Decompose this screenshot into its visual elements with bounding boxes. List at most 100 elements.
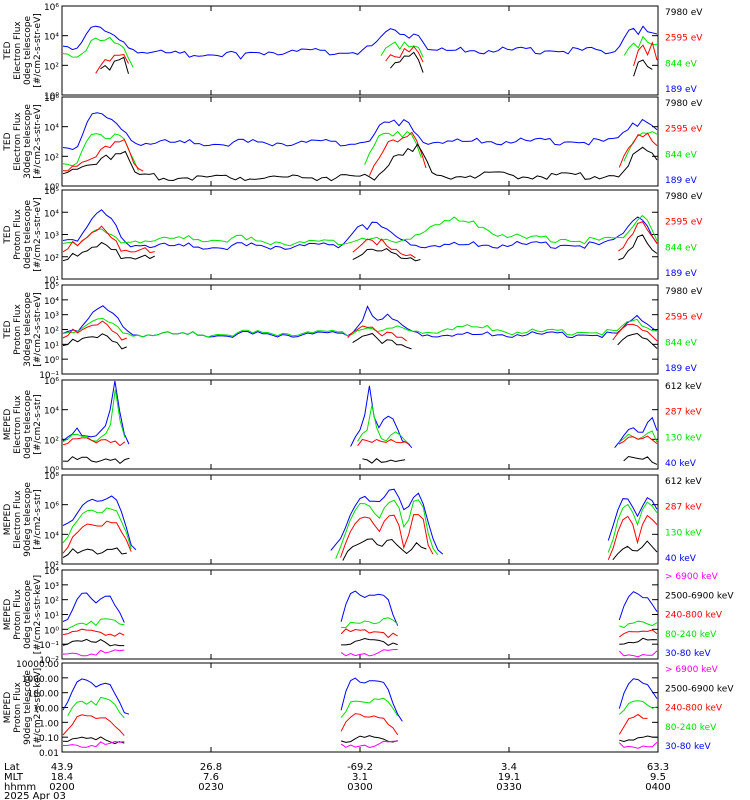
y-axis-label: TED Proton Flux 0deg telescope [#/cm2-s-str… xyxy=(3,197,43,272)
y-axis-label-line: [#/cm2-s-str-eV] xyxy=(33,104,43,179)
y-axis-label-line: Proton Flux xyxy=(13,209,23,260)
legend-entry: 240-800 keV xyxy=(665,611,723,621)
x-tick-label-hhmm: 0300 xyxy=(347,782,372,793)
legend-entry: 2595 eV xyxy=(665,125,703,135)
y-tick-label: 1000.00 xyxy=(22,675,59,685)
y-axis-label-line: 0deg telescope xyxy=(23,200,33,270)
legend-entry: 612 keV xyxy=(665,382,702,392)
y-axis-label-line: MEPED xyxy=(3,409,13,441)
legend-entry: > 6900 keV xyxy=(665,665,719,675)
y-tick-label: 1.00 xyxy=(39,719,59,729)
y-tick-label: 10² xyxy=(44,436,59,446)
y-tick-label: 10⁶ xyxy=(44,502,59,512)
y-axis-label-line: [#/cm2-s-str] xyxy=(33,489,43,549)
legend-entry: 2595 eV xyxy=(665,218,703,228)
series-612-kev xyxy=(62,538,658,561)
panel-8: 0.010.101.0010.00100.001000.0010000.00ME… xyxy=(3,660,734,759)
legend-entry: 189 eV xyxy=(665,176,698,186)
series-40-kev xyxy=(62,380,658,449)
y-axis-label-line: [#/cm2-s-str-eV] xyxy=(33,197,43,272)
panel-frame xyxy=(61,569,659,660)
series-287-kev xyxy=(62,435,658,447)
series-189-ev xyxy=(62,25,658,60)
panel-frame xyxy=(61,189,659,280)
y-axis-label-line: MEPED xyxy=(3,692,13,724)
y-tick-label: 10⁵ xyxy=(44,187,59,197)
x-tick-label-lat: -69.2 xyxy=(347,762,373,773)
series-189-ev xyxy=(62,305,658,339)
legend-entry: 287 keV xyxy=(665,503,702,513)
y-tick-label: 10² xyxy=(44,254,59,264)
y-axis-label-line: 0deg telescope xyxy=(23,580,33,650)
y-axis-label-line: Proton Flux xyxy=(13,589,23,640)
y-axis-label: MEPED Proton Flux 0deg telescope [#/cm2-s-s… xyxy=(3,575,43,654)
y-tick-label: 10² xyxy=(44,597,59,607)
y-axis-label: TED Electron Flux 30deg telescope [#/cm2-s-… xyxy=(3,104,43,179)
y-axis-label-line: [#/cm2-s-str-eV] xyxy=(33,13,43,88)
series--6900-kev xyxy=(62,740,658,749)
x-tick-label-mlt: 18.4 xyxy=(51,772,73,783)
y-tick-label: 10⁶ xyxy=(44,94,59,104)
x-tick-label-mlt: 7.6 xyxy=(203,772,219,783)
legend-entry: 2500-6900 keV xyxy=(665,591,734,601)
y-tick-label: 10⁴ xyxy=(44,33,59,43)
y-axis-label-line: Electron Flux xyxy=(13,21,23,80)
legend-entry: 2595 eV xyxy=(665,34,703,44)
series-612-kev xyxy=(62,455,658,465)
y-axis-label-line: [#/cm2-s-str-keV] xyxy=(33,668,43,747)
x-tick-label-mlt: 3.1 xyxy=(352,772,368,783)
y-tick-label: 10⁴ xyxy=(44,567,59,577)
y-axis-label-line: 30deg telescope xyxy=(23,104,33,179)
legend-entry: 844 eV xyxy=(665,150,698,160)
legend-entry: 7980 eV xyxy=(665,99,703,109)
y-tick-label: 0.01 xyxy=(39,749,59,759)
y-tick-label: 10⁶ xyxy=(44,3,59,13)
y-axis-label: TED Electron Flux 0deg telescope [#/cm2-s-s… xyxy=(3,13,43,88)
y-axis-label-line: TED xyxy=(3,132,13,151)
legend-entry: 40 keV xyxy=(665,554,697,564)
y-tick-label: 10⁴ xyxy=(44,209,59,219)
series-130-kev xyxy=(62,389,658,446)
legend-entry: 189 eV xyxy=(665,269,698,279)
panel-frame xyxy=(61,474,659,565)
legend-entry: 189 eV xyxy=(665,364,698,374)
series-80-240-kev xyxy=(67,617,658,630)
y-tick-label: 10⁴ xyxy=(44,407,59,417)
series-40-kev xyxy=(62,488,658,555)
legend-entry: 2500-6900 keV xyxy=(665,684,734,694)
legend-entry: 80-240 keV xyxy=(665,723,717,733)
panel-frame xyxy=(61,5,659,96)
x-tick-label-hhmm: 0330 xyxy=(496,782,521,793)
series-240-800-kev xyxy=(62,628,658,639)
legend-entry: 40 keV xyxy=(665,459,697,469)
series-2500-6900-kev xyxy=(62,637,658,647)
y-tick-label: 10⁴ xyxy=(44,531,59,541)
y-tick-label: 10⁸ xyxy=(44,472,59,482)
series-844-ev xyxy=(62,130,658,171)
y-tick-label: 10⁶ xyxy=(44,377,59,387)
y-axis-label-line: 30deg telescope xyxy=(23,292,33,367)
series-189-ev xyxy=(62,112,658,151)
y-axis-label-line: TED xyxy=(3,225,13,244)
legend-entry: 7980 eV xyxy=(665,287,703,297)
x-tick-label-mlt: 19.1 xyxy=(498,772,520,783)
series-2595-ev xyxy=(62,220,658,259)
series-189-ev xyxy=(62,209,658,251)
y-tick-label: 10³ xyxy=(44,232,59,242)
legend-entry: 7980 eV xyxy=(665,192,703,202)
y-axis-label-line: MEPED xyxy=(3,504,13,536)
series-2595-ev xyxy=(62,320,658,342)
y-tick-label: 10³ xyxy=(44,582,59,592)
x-tick-label-mlt: 9.5 xyxy=(650,772,666,783)
y-tick-label: 10⁰ xyxy=(44,626,59,636)
legend-entry: 7980 eV xyxy=(665,8,703,18)
y-tick-label: 10⁰ xyxy=(44,466,59,476)
y-axis-label: MEPED Proton Flux 90deg telescope [#/cm2-s-… xyxy=(3,668,43,747)
y-axis-label-line: 90deg telescope xyxy=(23,482,33,557)
series-80-240-kev xyxy=(67,696,658,719)
